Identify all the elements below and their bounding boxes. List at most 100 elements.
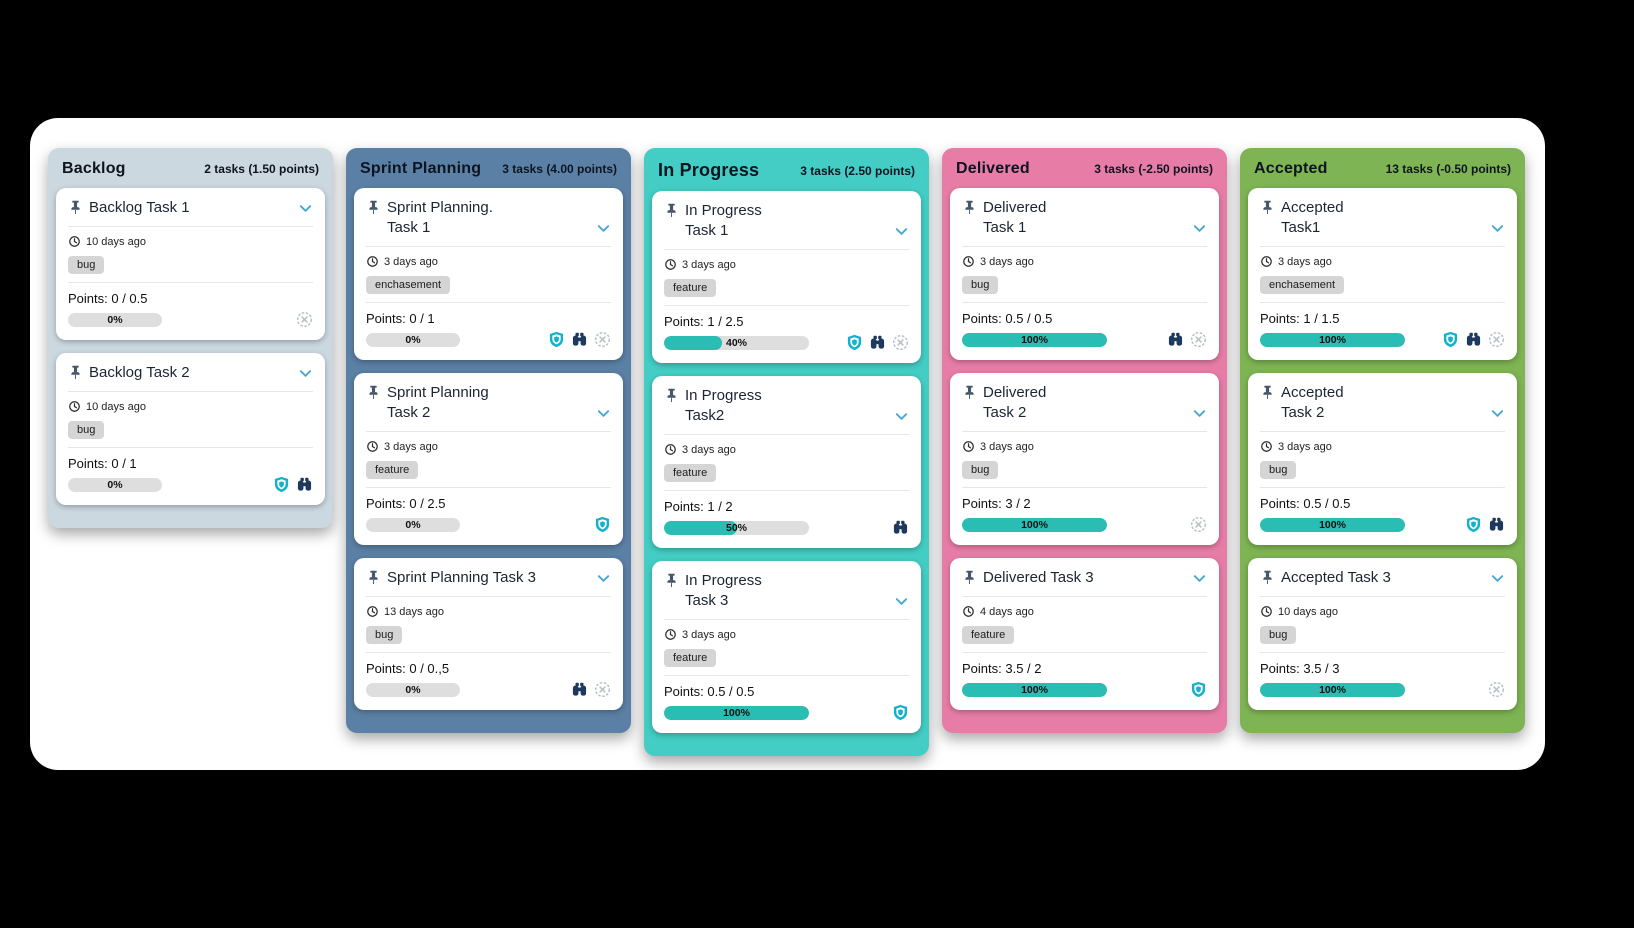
age-row: 13 days ago: [366, 605, 611, 618]
column-header: In Progress 3 tasks (2.50 points): [644, 148, 929, 191]
chevron-down-icon[interactable]: [596, 571, 611, 586]
shield-icon[interactable]: [1465, 516, 1482, 533]
progress-label: 100%: [723, 706, 750, 719]
progress-row: 100%: [1260, 331, 1505, 348]
chevron-down-icon[interactable]: [1192, 571, 1207, 586]
task-card[interactable]: Backlog Task 1 10 days ago bug Points: 0 / …: [56, 188, 325, 340]
progress-bar: 100%: [1260, 517, 1405, 532]
progress-row: 50%: [664, 519, 909, 536]
pin-icon: [962, 570, 977, 585]
progress-bar: 50%: [664, 520, 809, 535]
pin-icon: [962, 200, 977, 215]
progress-label: 100%: [1319, 333, 1346, 346]
task-card[interactable]: Sprint Planning. Task 1 3 days ago enchasem…: [354, 188, 623, 360]
card-actions: [1190, 681, 1207, 698]
chevron-down-icon[interactable]: [1490, 221, 1505, 236]
dismiss-icon[interactable]: [1488, 331, 1505, 348]
age-text: 4 days ago: [980, 605, 1034, 618]
column-task-summary: 2 tasks (1.50 points): [204, 162, 319, 176]
chevron-down-icon[interactable]: [596, 406, 611, 421]
divider: [366, 652, 611, 653]
divider: [1260, 596, 1505, 597]
card-title-row: Delivered Task 2: [962, 383, 1207, 423]
task-card[interactable]: Accepted Task 3 10 days ago bug Points: 3.5…: [1248, 558, 1517, 710]
chevron-down-icon[interactable]: [1192, 221, 1207, 236]
progress-fill: [1260, 682, 1405, 697]
age-text: 3 days ago: [384, 255, 438, 268]
progress-row: 0%: [366, 681, 611, 698]
age-row: 3 days ago: [664, 443, 909, 456]
chevron-down-icon[interactable]: [894, 409, 909, 424]
binoculars-icon[interactable]: [1167, 331, 1184, 348]
shield-icon[interactable]: [273, 476, 290, 493]
chevron-down-icon[interactable]: [894, 594, 909, 609]
binoculars-icon[interactable]: [296, 476, 313, 493]
binoculars-icon[interactable]: [892, 519, 909, 536]
progress-row: 0%: [366, 516, 611, 533]
shield-icon[interactable]: [1442, 331, 1459, 348]
points-text: Points: 1 / 2.5: [664, 314, 744, 329]
card-title-line: Task 1: [685, 222, 729, 239]
card-title-line: Sprint Planning.: [387, 199, 493, 216]
task-card[interactable]: In Progress Task 3 3 days ago feature Points…: [652, 561, 921, 733]
card-actions: [594, 516, 611, 533]
chevron-down-icon[interactable]: [1490, 406, 1505, 421]
card-title: In Progress Task 1: [685, 201, 894, 241]
dismiss-icon[interactable]: [1190, 331, 1207, 348]
dismiss-icon[interactable]: [594, 331, 611, 348]
shield-icon[interactable]: [594, 516, 611, 533]
task-card[interactable]: Delivered Task 2 3 days ago bug Points: 3 / …: [950, 373, 1219, 545]
binoculars-icon[interactable]: [869, 334, 886, 351]
chevron-down-icon[interactable]: [1192, 406, 1207, 421]
points-text: Points: 0.5 / 0.5: [1260, 496, 1351, 511]
progress-bar: 100%: [1260, 682, 1405, 697]
divider: [1260, 302, 1505, 303]
card-title-line: Delivered: [983, 384, 1047, 401]
dismiss-icon[interactable]: [296, 311, 313, 328]
progress-bar: 100%: [962, 517, 1107, 532]
dismiss-icon[interactable]: [594, 681, 611, 698]
binoculars-icon[interactable]: [571, 331, 588, 348]
progress-row: 100%: [1260, 516, 1505, 533]
clock-icon: [962, 440, 975, 453]
divider: [1260, 246, 1505, 247]
task-card[interactable]: Sprint Planning Task 2 3 days ago feature Po…: [354, 373, 623, 545]
task-card[interactable]: Accepted Task1 3 days ago enchasement Points…: [1248, 188, 1517, 360]
dismiss-icon[interactable]: [1190, 516, 1207, 533]
card-title-line: Delivered Task 3: [983, 569, 1094, 586]
dismiss-icon[interactable]: [892, 334, 909, 351]
card-title-row: Delivered Task 1: [962, 198, 1207, 238]
column-task-summary: 3 tasks (-2.50 points): [1094, 162, 1213, 176]
pin-icon: [1260, 570, 1275, 585]
divider: [68, 226, 313, 227]
task-card[interactable]: In Progress Task 1 3 days ago feature Points…: [652, 191, 921, 363]
chevron-down-icon[interactable]: [596, 221, 611, 236]
progress-row: 40%: [664, 334, 909, 351]
chevron-down-icon[interactable]: [298, 201, 313, 216]
shield-icon[interactable]: [548, 331, 565, 348]
chevron-down-icon[interactable]: [298, 366, 313, 381]
divider: [366, 487, 611, 488]
shield-icon[interactable]: [892, 704, 909, 721]
card-title-line: Task 2: [983, 404, 1027, 421]
shield-icon[interactable]: [1190, 681, 1207, 698]
binoculars-icon[interactable]: [1465, 331, 1482, 348]
binoculars-icon[interactable]: [571, 681, 588, 698]
dismiss-icon[interactable]: [1488, 681, 1505, 698]
task-card[interactable]: In Progress Task2 3 days ago feature Points:…: [652, 376, 921, 548]
chevron-down-icon[interactable]: [1490, 571, 1505, 586]
chevron-down-icon[interactable]: [894, 224, 909, 239]
shield-icon[interactable]: [846, 334, 863, 351]
task-card[interactable]: Sprint Planning Task 3 13 days ago bug Poin…: [354, 558, 623, 710]
tag-chip: feature: [664, 279, 717, 297]
binoculars-icon[interactable]: [1488, 516, 1505, 533]
progress-label: 100%: [1021, 683, 1048, 696]
points-text: Points: 0 / 0.5: [68, 291, 148, 306]
points-text: Points: 1 / 2: [664, 499, 733, 514]
task-card[interactable]: Delivered Task 1 3 days ago bug Points: 0.5 …: [950, 188, 1219, 360]
task-card[interactable]: Delivered Task 3 4 days ago feature Points:…: [950, 558, 1219, 710]
tag-chip: bug: [366, 626, 403, 644]
card-actions: [892, 519, 909, 536]
task-card[interactable]: Backlog Task 2 10 days ago bug Points: 0 / …: [56, 353, 325, 505]
task-card[interactable]: Accepted Task 2 3 days ago bug Points: 0.5 /…: [1248, 373, 1517, 545]
